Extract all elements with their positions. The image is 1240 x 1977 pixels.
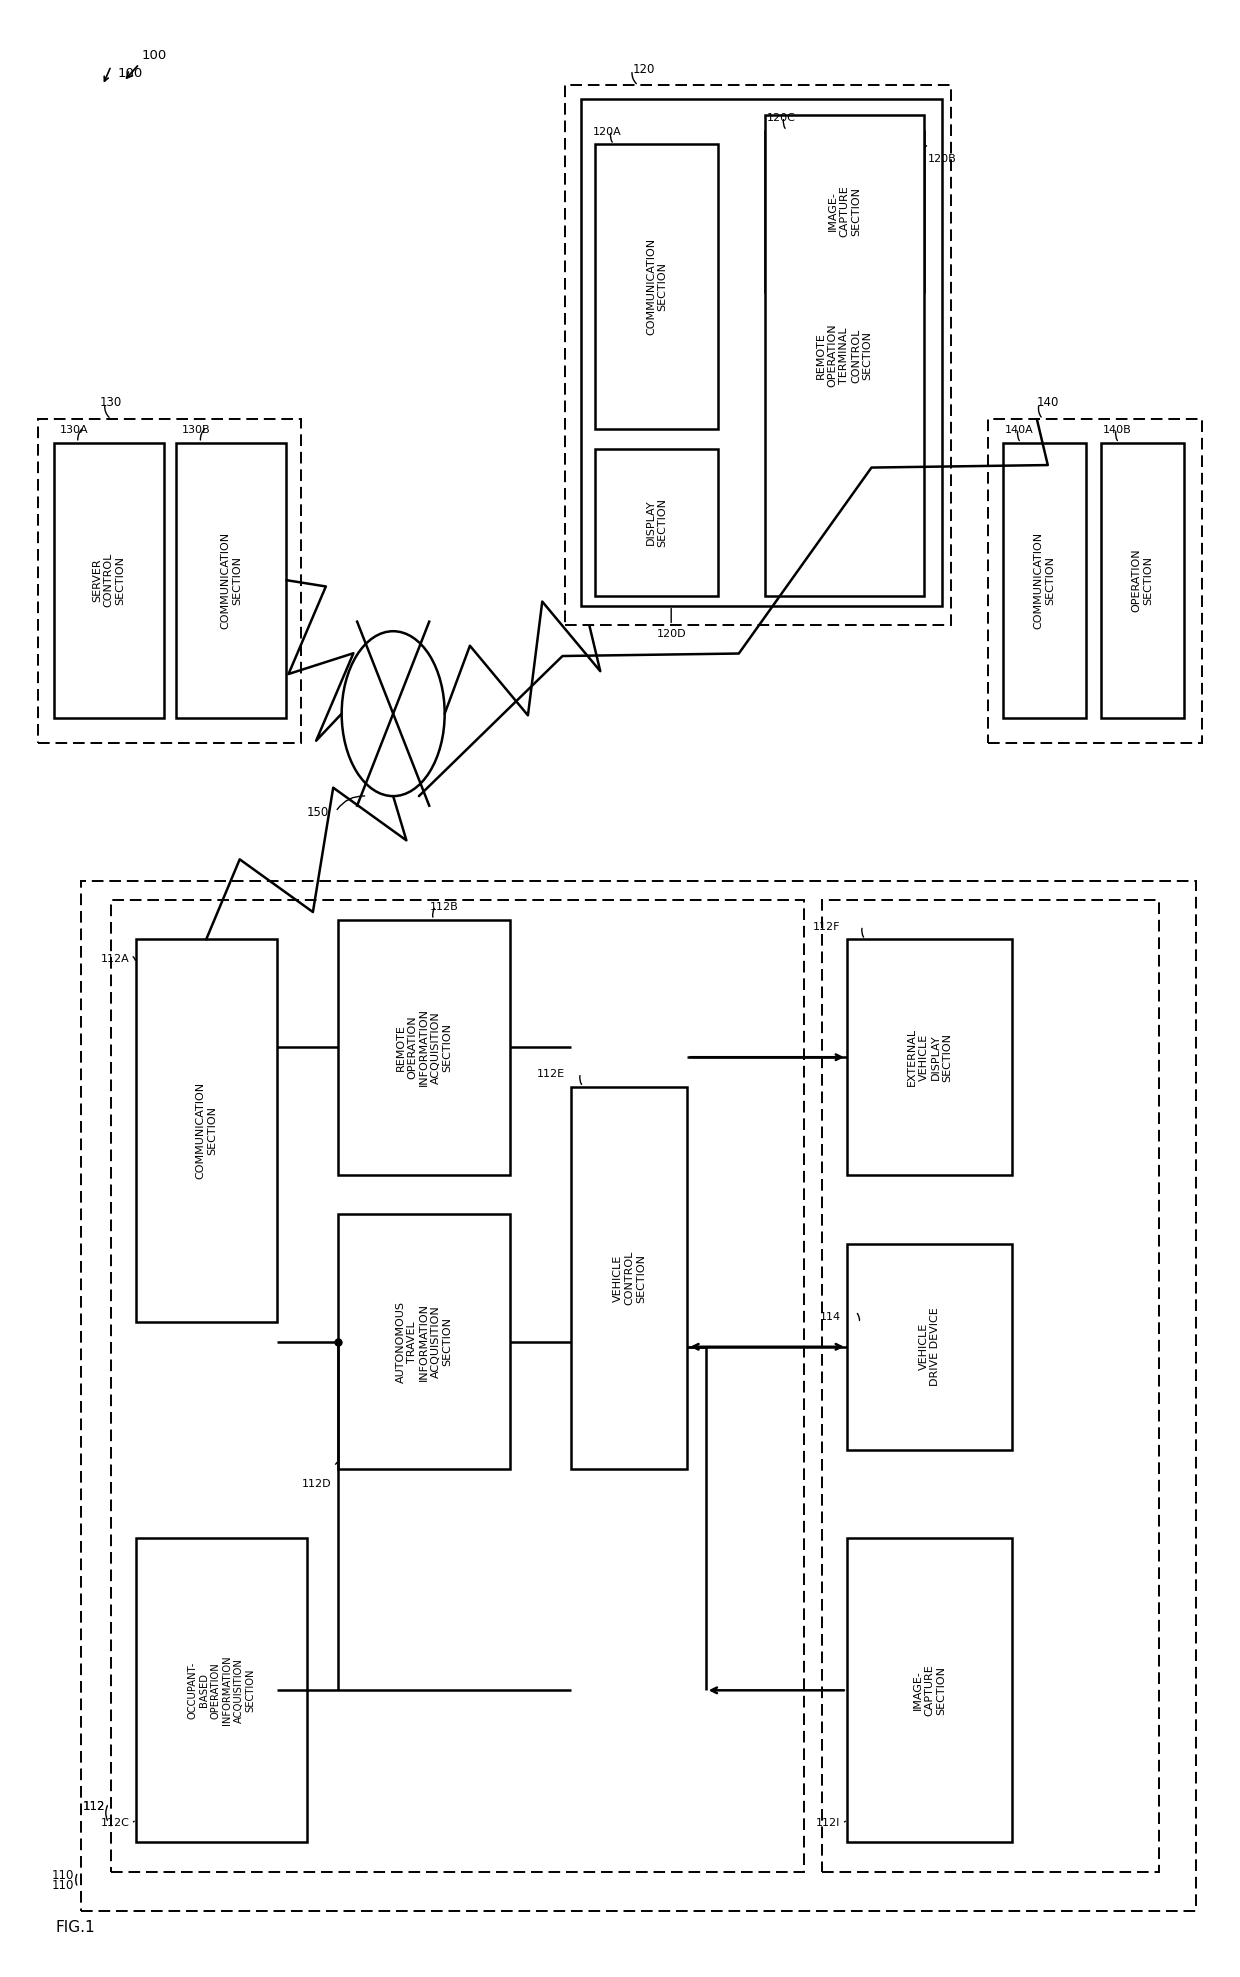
Text: 112F: 112F [813,921,841,931]
Text: 130A: 130A [60,425,88,435]
Text: 112C: 112C [100,1817,129,1829]
Bar [765,115,924,595]
Bar [570,1087,687,1469]
Text: 112A: 112A [100,955,129,965]
Bar [1003,443,1086,718]
Text: COMMUNICATION
SECTION: COMMUNICATION SECTION [1033,532,1055,629]
Text: COMMUNICATION
SECTION: COMMUNICATION SECTION [646,237,667,336]
Text: VEHICLE
DRIVE DEVICE: VEHICLE DRIVE DEVICE [919,1307,940,1386]
Text: 130: 130 [100,395,123,409]
Text: REMOTE
OPERATION
TERMINAL
CONTROL
SECTION: REMOTE OPERATION TERMINAL CONTROL SECTIO… [816,324,873,387]
Text: COMMUNICATION
SECTION: COMMUNICATION SECTION [221,532,242,629]
Text: OPERATION
SECTION: OPERATION SECTION [1132,548,1153,613]
Text: 100: 100 [141,49,167,61]
Text: 140A: 140A [1004,425,1034,435]
Text: EXTERNAL
VEHICLE
DISPLAY
SECTION: EXTERNAL VEHICLE DISPLAY SECTION [908,1028,952,1085]
Bar [765,130,924,291]
Bar [565,85,951,625]
Text: 112B: 112B [430,902,459,911]
Bar [847,939,1012,1174]
Text: OCCUPANT-
BASED
OPERATION
INFORMATION
ACQUISITION
SECTION: OCCUPANT- BASED OPERATION INFORMATION AC… [187,1655,255,1726]
Text: 140: 140 [1037,395,1059,409]
Bar [822,900,1159,1872]
Text: DISPLAY
SECTION: DISPLAY SECTION [646,498,667,548]
Text: SERVER
CONTROL
SECTION: SERVER CONTROL SECTION [92,554,125,607]
Bar [135,1538,308,1843]
Text: COMMUNICATION
SECTION: COMMUNICATION SECTION [196,1081,217,1180]
Text: 120B: 120B [928,154,956,164]
Bar [339,1214,510,1469]
Bar [1101,443,1184,718]
Bar [847,1538,1012,1843]
Text: 110: 110 [52,1868,74,1882]
Text: 112D: 112D [303,1479,332,1489]
Text: 114: 114 [820,1313,841,1323]
Text: IMAGE-
CAPTURE
SECTION: IMAGE- CAPTURE SECTION [913,1665,946,1716]
Text: 120: 120 [632,63,655,75]
Bar [847,1244,1012,1449]
Text: AUTONOMOUS
TRAVEL
INFORMATION
ACQUISITION
SECTION: AUTONOMOUS TRAVEL INFORMATION ACQUISITIO… [396,1301,453,1382]
Text: 112I: 112I [816,1817,841,1829]
Text: REMOTE
OPERATION
INFORMATION
ACQUISITION
SECTION: REMOTE OPERATION INFORMATION ACQUISITION… [396,1008,453,1087]
Text: 130B: 130B [182,425,211,435]
Text: FIG.1: FIG.1 [56,1920,95,1935]
Bar [112,900,804,1872]
Bar [339,919,510,1174]
Bar [81,880,1197,1912]
Bar [37,419,301,743]
Text: 100: 100 [118,67,143,79]
Text: 140B: 140B [1104,425,1132,435]
Text: 112: 112 [83,1799,105,1813]
Bar [988,419,1203,743]
Text: 112E: 112E [537,1070,565,1079]
Text: 120D: 120D [656,629,686,639]
Bar [176,443,286,718]
Bar [580,99,942,605]
Bar [135,939,277,1323]
Text: 120A: 120A [593,127,621,136]
Text: VEHICLE
CONTROL
SECTION: VEHICLE CONTROL SECTION [613,1251,646,1305]
Text: 112: 112 [83,1799,105,1813]
Text: IMAGE-
CAPTURE
SECTION: IMAGE- CAPTURE SECTION [828,186,861,237]
Bar [595,144,718,429]
Bar [595,449,718,595]
Text: 110: 110 [52,1878,74,1892]
Bar [53,443,164,718]
Text: 120C: 120C [768,113,796,123]
Text: 150: 150 [308,807,330,818]
